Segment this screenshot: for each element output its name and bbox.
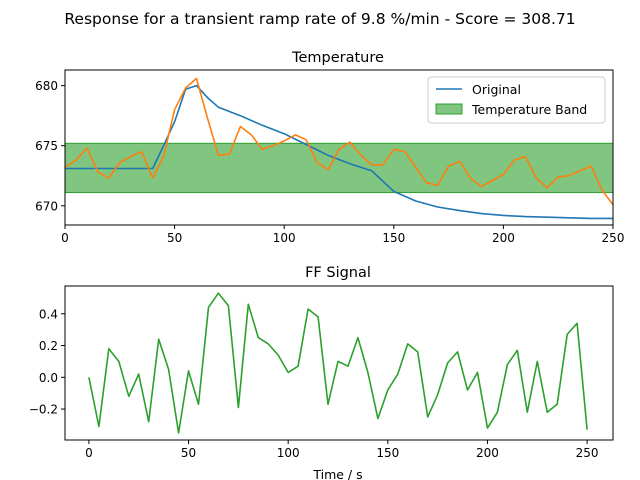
ff-signal-xlabel: Time / s xyxy=(312,467,362,480)
ff-signal-xtick-label: 150 xyxy=(376,446,399,460)
temperature-xtick-label: 0 xyxy=(61,231,69,245)
figure-title: Response for a transient ramp rate of 9.… xyxy=(64,10,575,28)
temperature-line-1 xyxy=(64,77,614,206)
temperature-xtick-label: 250 xyxy=(602,231,625,245)
ff-signal-xtick-label: 100 xyxy=(277,446,300,460)
temperature-band xyxy=(64,142,614,194)
ff-signal-ytick-label: 0.0 xyxy=(39,371,58,385)
temperature-legend: Original Temperature Band xyxy=(427,76,606,124)
ff-signal-series-layer xyxy=(88,292,588,434)
ff-signal-ytick-label: 0.4 xyxy=(39,307,58,321)
temperature-ticks: 0 50 100 150 200 250 670 675 680 xyxy=(35,79,624,245)
temperature-xtick-label: 200 xyxy=(492,231,515,245)
temperature-title: Temperature xyxy=(291,50,384,66)
temperature-xtick-label: 150 xyxy=(382,231,405,245)
ff-signal-xtick-label: 200 xyxy=(476,446,499,460)
ff-signal-xtick-label: 50 xyxy=(181,446,196,460)
ff-signal-ticks: 0 50 100 150 200 250 −0.2 0.0 0.2 0.4 xyxy=(29,307,599,460)
temperature-band-layer xyxy=(64,142,614,194)
ff-signal-line-0 xyxy=(88,292,588,434)
legend-box xyxy=(427,76,606,124)
ff-signal-ytick-label: −0.2 xyxy=(29,403,58,417)
temperature-ytick-label: 670 xyxy=(35,199,58,213)
temperature-panel: Temperature 0 50 100 150 200 250 670 675 680 Ori… xyxy=(35,50,624,245)
ff-signal-axes-frame xyxy=(64,285,614,441)
temperature-xtick-label: 100 xyxy=(273,231,296,245)
temperature-ytick-label: 680 xyxy=(35,79,58,93)
legend-original-label: Original xyxy=(472,82,521,97)
temperature-ytick-label: 675 xyxy=(35,139,58,153)
ff-signal-xtick-label: 250 xyxy=(576,446,599,460)
ff-signal-xtick-label: 0 xyxy=(85,446,93,460)
ff-signal-panel: FF Signal 0 50 100 150 200 250 −0.2 0.0 0.2 0.4 T… xyxy=(29,265,614,480)
temperature-line-0 xyxy=(65,84,613,220)
temperature-axes-frame xyxy=(64,69,614,226)
ff-signal-title: FF Signal xyxy=(305,265,371,281)
temperature-xtick-label: 50 xyxy=(167,231,182,245)
legend-band-label: Temperature Band xyxy=(471,102,587,117)
legend-band-swatch xyxy=(435,103,463,115)
temperature-series-layer xyxy=(64,77,614,220)
ff-signal-ytick-label: 0.2 xyxy=(39,339,58,353)
